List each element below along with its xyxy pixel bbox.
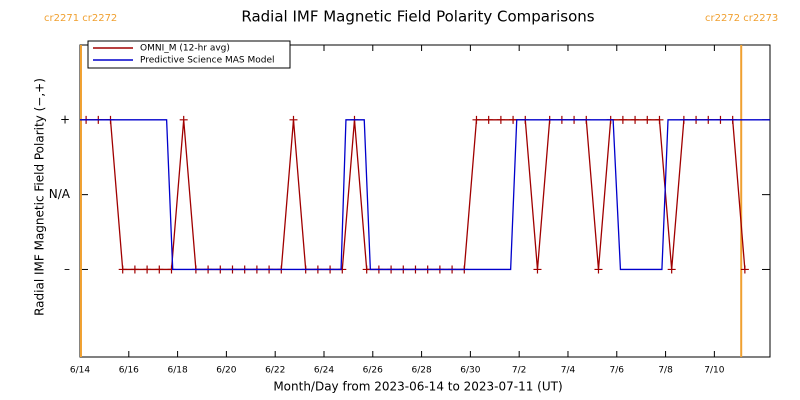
data-point — [155, 265, 164, 274]
x-tick-label: 7/2 — [512, 366, 526, 376]
data-point — [118, 265, 127, 274]
data-point — [631, 115, 640, 124]
data-point — [667, 265, 676, 274]
x-tick-label: 6/26 — [363, 366, 383, 376]
legend-label: Predictive Science MAS Model — [140, 56, 275, 66]
series-line — [80, 119, 770, 271]
legend-box — [87, 40, 291, 69]
data-point — [618, 115, 627, 124]
data-point — [496, 115, 505, 124]
x-tick-label: 7/8 — [658, 366, 673, 376]
data-point — [594, 265, 603, 274]
rotation-label: cr2272 cr2273 — [705, 13, 778, 24]
x-tick-label: 6/20 — [216, 366, 236, 376]
x-tick-label: 6/22 — [265, 366, 285, 376]
data-point — [362, 265, 371, 274]
legend-label: OMNI_M (12-hr avg) — [140, 44, 230, 54]
x-tick-label: 7/10 — [704, 366, 724, 376]
y-tick-label: – — [64, 262, 70, 276]
data-point — [533, 265, 542, 274]
y-axis-label: Radial IMF Magnetic Field Polarity (−,+) — [33, 78, 47, 316]
x-tick-label: 6/14 — [70, 366, 90, 376]
data-point — [289, 115, 298, 124]
data-point — [130, 265, 139, 274]
data-point — [179, 115, 188, 124]
rotation-label: cr2271 cr2272 — [44, 13, 117, 24]
y-tick-label: N/A — [49, 187, 71, 201]
x-tick-label: 7/6 — [610, 366, 625, 376]
x-tick-label: 6/24 — [314, 366, 334, 376]
x-tick-label: 7/4 — [561, 366, 576, 376]
x-tick-label: 6/30 — [460, 366, 480, 376]
series-line — [86, 119, 746, 271]
x-axis-label: Month/Day from 2023-06-14 to 2023-07-11 … — [273, 380, 562, 394]
data-point — [643, 115, 652, 124]
x-tick-label: 6/28 — [411, 366, 431, 376]
data-point — [509, 115, 518, 124]
data-point — [484, 115, 493, 124]
data-point — [655, 115, 664, 124]
data-point — [143, 265, 152, 274]
data-point — [472, 115, 481, 124]
x-tick-label: 6/16 — [119, 366, 139, 376]
y-tick-label: + — [60, 112, 70, 126]
chart-title: Radial IMF Magnetic Field Polarity Compa… — [241, 8, 594, 26]
data-point — [740, 265, 749, 274]
x-tick-label: 6/18 — [167, 366, 187, 376]
